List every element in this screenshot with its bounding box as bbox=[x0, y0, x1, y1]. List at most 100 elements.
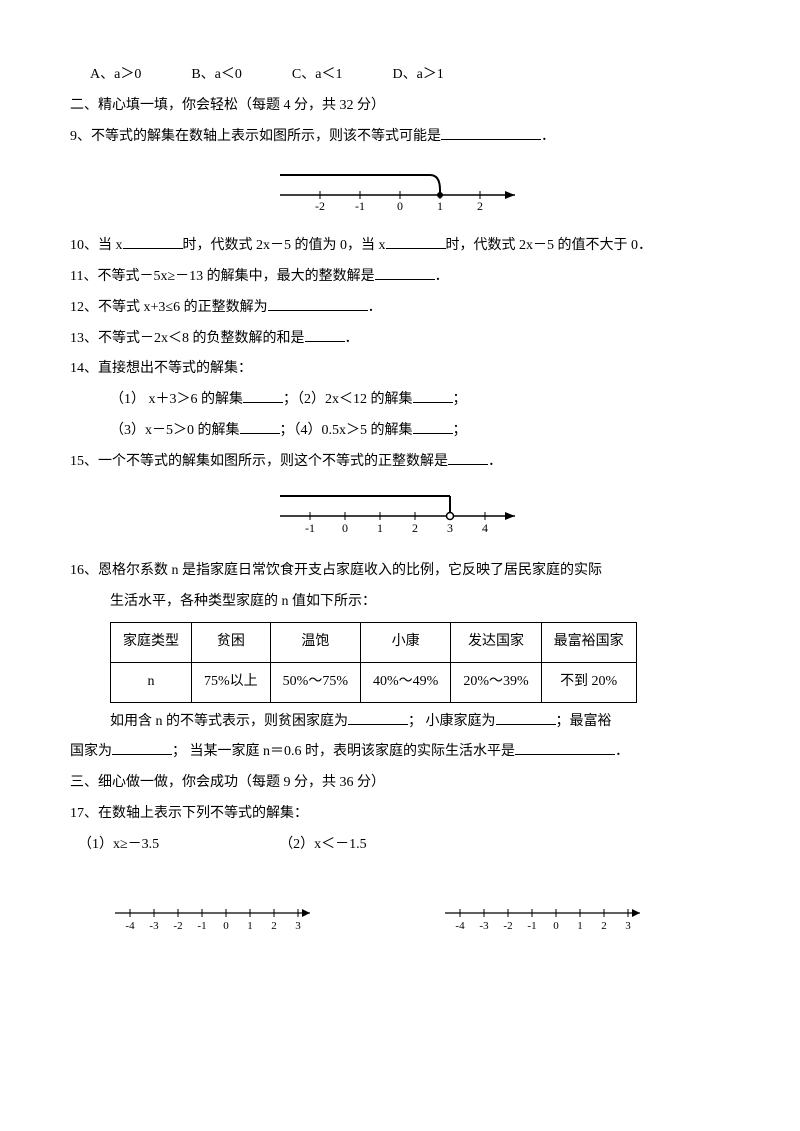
tick: 0 bbox=[342, 521, 348, 535]
q12-text1: 12、不等式 x+3≤6 的正整数解为 bbox=[70, 300, 268, 315]
q14-l2c: ； bbox=[453, 423, 467, 438]
tick: 1 bbox=[377, 521, 383, 535]
tick: 3 bbox=[625, 920, 631, 932]
q14-l2b: ；（4）0.5x＞5 的解集 bbox=[280, 423, 413, 438]
q14-blank4 bbox=[413, 419, 453, 434]
td: 75%以上 bbox=[192, 662, 271, 702]
q16-blank4 bbox=[515, 740, 615, 755]
td: 20%～39% bbox=[451, 662, 541, 702]
q10-text3: 时，代数式 2x－5 的值不大于 0． bbox=[446, 238, 653, 253]
q13-blank bbox=[305, 327, 345, 342]
tick: 2 bbox=[412, 521, 418, 535]
q14-head: 14、直接想出不等式的解集： bbox=[70, 354, 730, 385]
tick: -1 bbox=[527, 920, 536, 932]
q16-line4: 国家为 ； 当某一家庭 n＝0.6 时，表明该家庭的实际生活水平是 ． bbox=[70, 737, 730, 768]
tick: 2 bbox=[601, 920, 607, 932]
q9-figure: -2 -1 0 1 2 bbox=[70, 160, 730, 223]
q15-numberline-svg: -1 0 1 2 3 4 bbox=[270, 486, 530, 536]
q12-text2: ． bbox=[368, 300, 382, 315]
tick: 1 bbox=[577, 920, 583, 932]
q17-numlines: -4 -3 -2 -1 0 1 2 3 -4 -3 -2 -1 0 1 2 3 bbox=[70, 901, 730, 935]
tick: 4 bbox=[482, 521, 488, 535]
tick: -4 bbox=[455, 920, 465, 932]
tick: 3 bbox=[295, 920, 301, 932]
q15-figure: -1 0 1 2 3 4 bbox=[70, 486, 730, 549]
q10-text2: 时，代数式 2x－5 的值为 0，当 x bbox=[183, 238, 386, 253]
q14-blank1 bbox=[243, 388, 283, 403]
q14-l1b: ；（2）2x＜12 的解集 bbox=[283, 392, 413, 407]
q8-opt-d: D、a＞1 bbox=[392, 60, 443, 91]
q8-opt-b: B、a＜0 bbox=[191, 60, 242, 91]
q9-blank bbox=[441, 125, 541, 140]
tick: 1 bbox=[437, 199, 443, 210]
q11-blank bbox=[375, 265, 435, 280]
td: 不到 20% bbox=[541, 662, 636, 702]
q9: 9、不等式的解集在数轴上表示如图所示，则该不等式可能是 ． bbox=[70, 122, 730, 153]
tick: -3 bbox=[149, 920, 159, 932]
q15-text1: 15、一个不等式的解集如图所示，则这个不等式的正整数解是 bbox=[70, 454, 448, 469]
q16-text7: ； 当某一家庭 n＝0.6 时，表明该家庭的实际生活水平是 bbox=[172, 744, 515, 759]
section3-title: 三、细心做一做，你会成功（每题 9 分，共 36 分） bbox=[70, 768, 730, 799]
q17-subs: （1）x≥－3.5 （2）x＜－1.5 bbox=[70, 830, 730, 861]
td: 50%～75% bbox=[270, 662, 360, 702]
td: 40%～49% bbox=[361, 662, 451, 702]
q8-options: A、a＞0 B、a＜0 C、a＜1 D、a＞1 bbox=[70, 60, 730, 91]
td: n bbox=[111, 662, 192, 702]
q10-blank1 bbox=[123, 234, 183, 249]
q16-text2: 生活水平，各种类型家庭的 n 值如下所示： bbox=[70, 587, 730, 618]
q17-numberline1-svg: -4 -3 -2 -1 0 1 2 3 bbox=[110, 901, 320, 935]
th: 最富裕国家 bbox=[541, 622, 636, 662]
q14-blank3 bbox=[240, 419, 280, 434]
q14-l2a: （3）x－5＞0 的解集 bbox=[110, 423, 240, 438]
tick: 0 bbox=[397, 199, 403, 210]
tick: 0 bbox=[223, 920, 229, 932]
th: 贫困 bbox=[192, 622, 271, 662]
table-row: 家庭类型 贫困 温饱 小康 发达国家 最富裕国家 bbox=[111, 622, 637, 662]
tick: 3 bbox=[447, 521, 453, 535]
q12: 12、不等式 x+3≤6 的正整数解为 ． bbox=[70, 293, 730, 324]
q16-blank1 bbox=[348, 710, 408, 725]
tick: -1 bbox=[355, 199, 365, 210]
q14-line2: （3）x－5＞0 的解集 ；（4）0.5x＞5 的解集 ； bbox=[70, 416, 730, 447]
q15-text2: ． bbox=[488, 454, 502, 469]
q13-text2: ． bbox=[345, 331, 359, 346]
tick: -1 bbox=[305, 521, 315, 535]
tick: -2 bbox=[315, 199, 325, 210]
th: 小康 bbox=[361, 622, 451, 662]
q16-table: 家庭类型 贫困 温饱 小康 发达国家 最富裕国家 n 75%以上 50%～75%… bbox=[110, 622, 637, 703]
q12-blank bbox=[268, 296, 368, 311]
q11: 11、不等式－5x≥－13 的解集中，最大的整数解是 ． bbox=[70, 262, 730, 293]
q17-head: 17、在数轴上表示下列不等式的解集： bbox=[70, 799, 730, 830]
q14-line1: （1） x＋3＞6 的解集 ；（2）2x＜12 的解集 ； bbox=[70, 385, 730, 416]
q11-text1: 11、不等式－5x≥－13 的解集中，最大的整数解是 bbox=[70, 269, 375, 284]
q16-text5: ；最富裕 bbox=[556, 714, 612, 729]
th: 温饱 bbox=[270, 622, 360, 662]
q14-l1a: （1） x＋3＞6 的解集 bbox=[110, 392, 243, 407]
th: 发达国家 bbox=[451, 622, 541, 662]
q16-text6: 国家为 bbox=[70, 744, 112, 759]
q9-text2: ． bbox=[541, 129, 555, 144]
q16-line3: 如用含 n 的不等式表示，则贫困家庭为； 小康家庭为；最富裕 bbox=[70, 707, 730, 738]
tick: 2 bbox=[271, 920, 277, 932]
tick: -4 bbox=[125, 920, 135, 932]
q14-l1c: ； bbox=[453, 392, 467, 407]
q16-blank2 bbox=[496, 710, 556, 725]
q16-text3: 如用含 n 的不等式表示，则贫困家庭为 bbox=[110, 714, 348, 729]
table-row: n 75%以上 50%～75% 40%～49% 20%～39% 不到 20% bbox=[111, 662, 637, 702]
q8-opt-a: A、a＞0 bbox=[90, 60, 141, 91]
q16-text8: ． bbox=[615, 744, 629, 759]
q11-text2: ． bbox=[435, 269, 449, 284]
tick: 1 bbox=[247, 920, 253, 932]
tick: -2 bbox=[173, 920, 182, 932]
section2-title: 二、精心填一填，你会轻松（每题 4 分，共 32 分） bbox=[70, 91, 730, 122]
tick: -2 bbox=[503, 920, 512, 932]
tick: 0 bbox=[553, 920, 559, 932]
q17-numberline2-svg: -4 -3 -2 -1 0 1 2 3 bbox=[440, 901, 650, 935]
q15: 15、一个不等式的解集如图所示，则这个不等式的正整数解是 ． bbox=[70, 447, 730, 478]
q8-opt-c: C、a＜1 bbox=[292, 60, 343, 91]
q9-text1: 9、不等式的解集在数轴上表示如图所示，则该不等式可能是 bbox=[70, 129, 441, 144]
q10-text1: 10、当 x bbox=[70, 238, 123, 253]
q17-sub2: （2）x＜－1.5 bbox=[279, 830, 367, 861]
q16-blank3 bbox=[112, 740, 172, 755]
q14-blank2 bbox=[413, 388, 453, 403]
